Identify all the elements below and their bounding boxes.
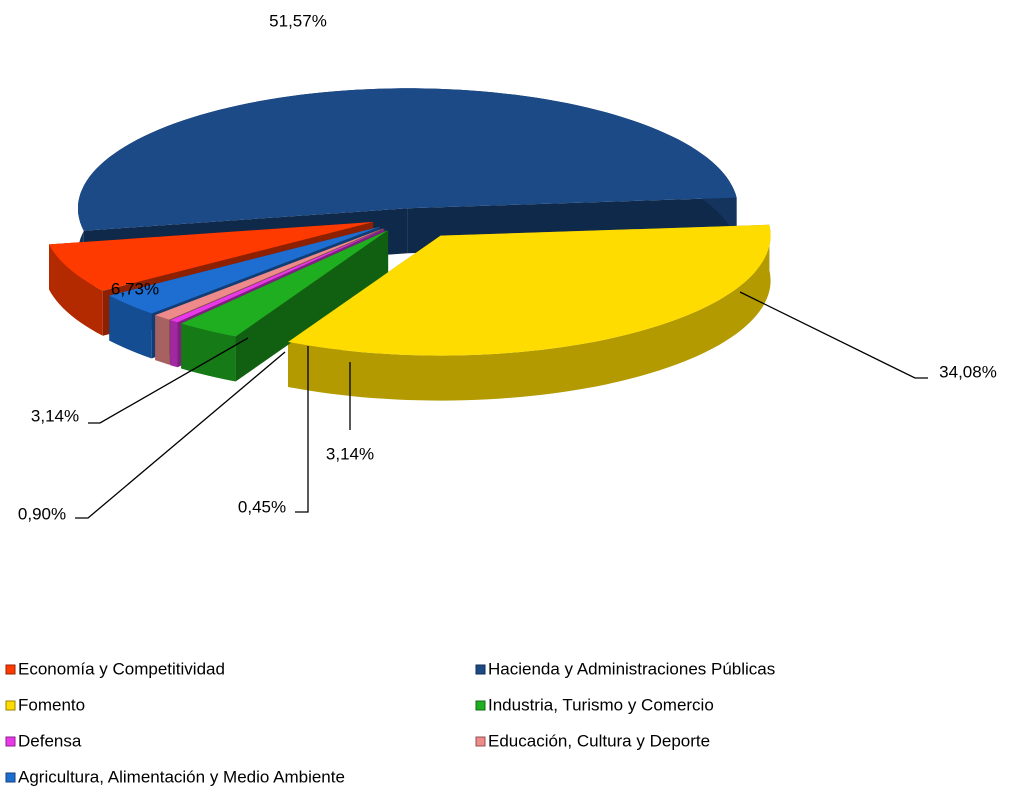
legend-swatch xyxy=(5,700,16,711)
slice-rim xyxy=(109,295,152,359)
slice xyxy=(288,224,771,356)
slice xyxy=(109,226,380,314)
legend-swatch xyxy=(5,736,16,747)
leader-line xyxy=(739,291,928,379)
legend-swatch xyxy=(5,664,16,675)
slice-rim xyxy=(155,315,170,365)
legend-label: Educación, Cultura y Deporte xyxy=(488,731,710,750)
slice xyxy=(155,228,384,320)
data-label: 34,08% xyxy=(939,362,997,381)
slice xyxy=(170,228,385,323)
slice-rim xyxy=(170,320,178,368)
legend-label: Economía y Competitividad xyxy=(18,659,225,678)
legend-label: Hacienda y Administraciones Públicas xyxy=(488,659,775,678)
leader-line xyxy=(75,351,286,519)
data-label: 6,73% xyxy=(111,279,159,298)
data-label: 51,57% xyxy=(269,11,327,30)
legend: Economía y Competitividad Hacienda y Admi… xyxy=(5,659,775,786)
slice-tops xyxy=(49,88,771,356)
legend-label: Fomento xyxy=(18,695,85,714)
slice-rim xyxy=(288,224,771,401)
legend-label: Defensa xyxy=(18,731,82,750)
legend-swatch xyxy=(475,664,486,675)
legend-swatch xyxy=(475,700,486,711)
slice xyxy=(49,222,374,291)
data-label: 0,45% xyxy=(238,497,286,516)
data-label: 3,14% xyxy=(326,444,374,463)
legend-label: Agricultura, Alimentación y Medio Ambien… xyxy=(18,767,345,786)
data-label: 3,14% xyxy=(31,406,79,425)
slice xyxy=(181,230,389,337)
legend-swatch xyxy=(475,736,486,747)
legend-label: Industria, Turismo y Comercio xyxy=(488,695,714,714)
slice xyxy=(78,88,737,231)
data-label: 0,90% xyxy=(18,504,66,523)
slice-rim xyxy=(181,323,236,382)
leader-line xyxy=(88,337,249,424)
legend-swatch xyxy=(5,772,16,783)
leader-line xyxy=(295,346,309,513)
data-labels: 6,73% 51,57% 34,08% 3,14% 0,45% 0,90% 3,14% xyxy=(18,11,997,523)
slice-rim xyxy=(49,244,103,336)
